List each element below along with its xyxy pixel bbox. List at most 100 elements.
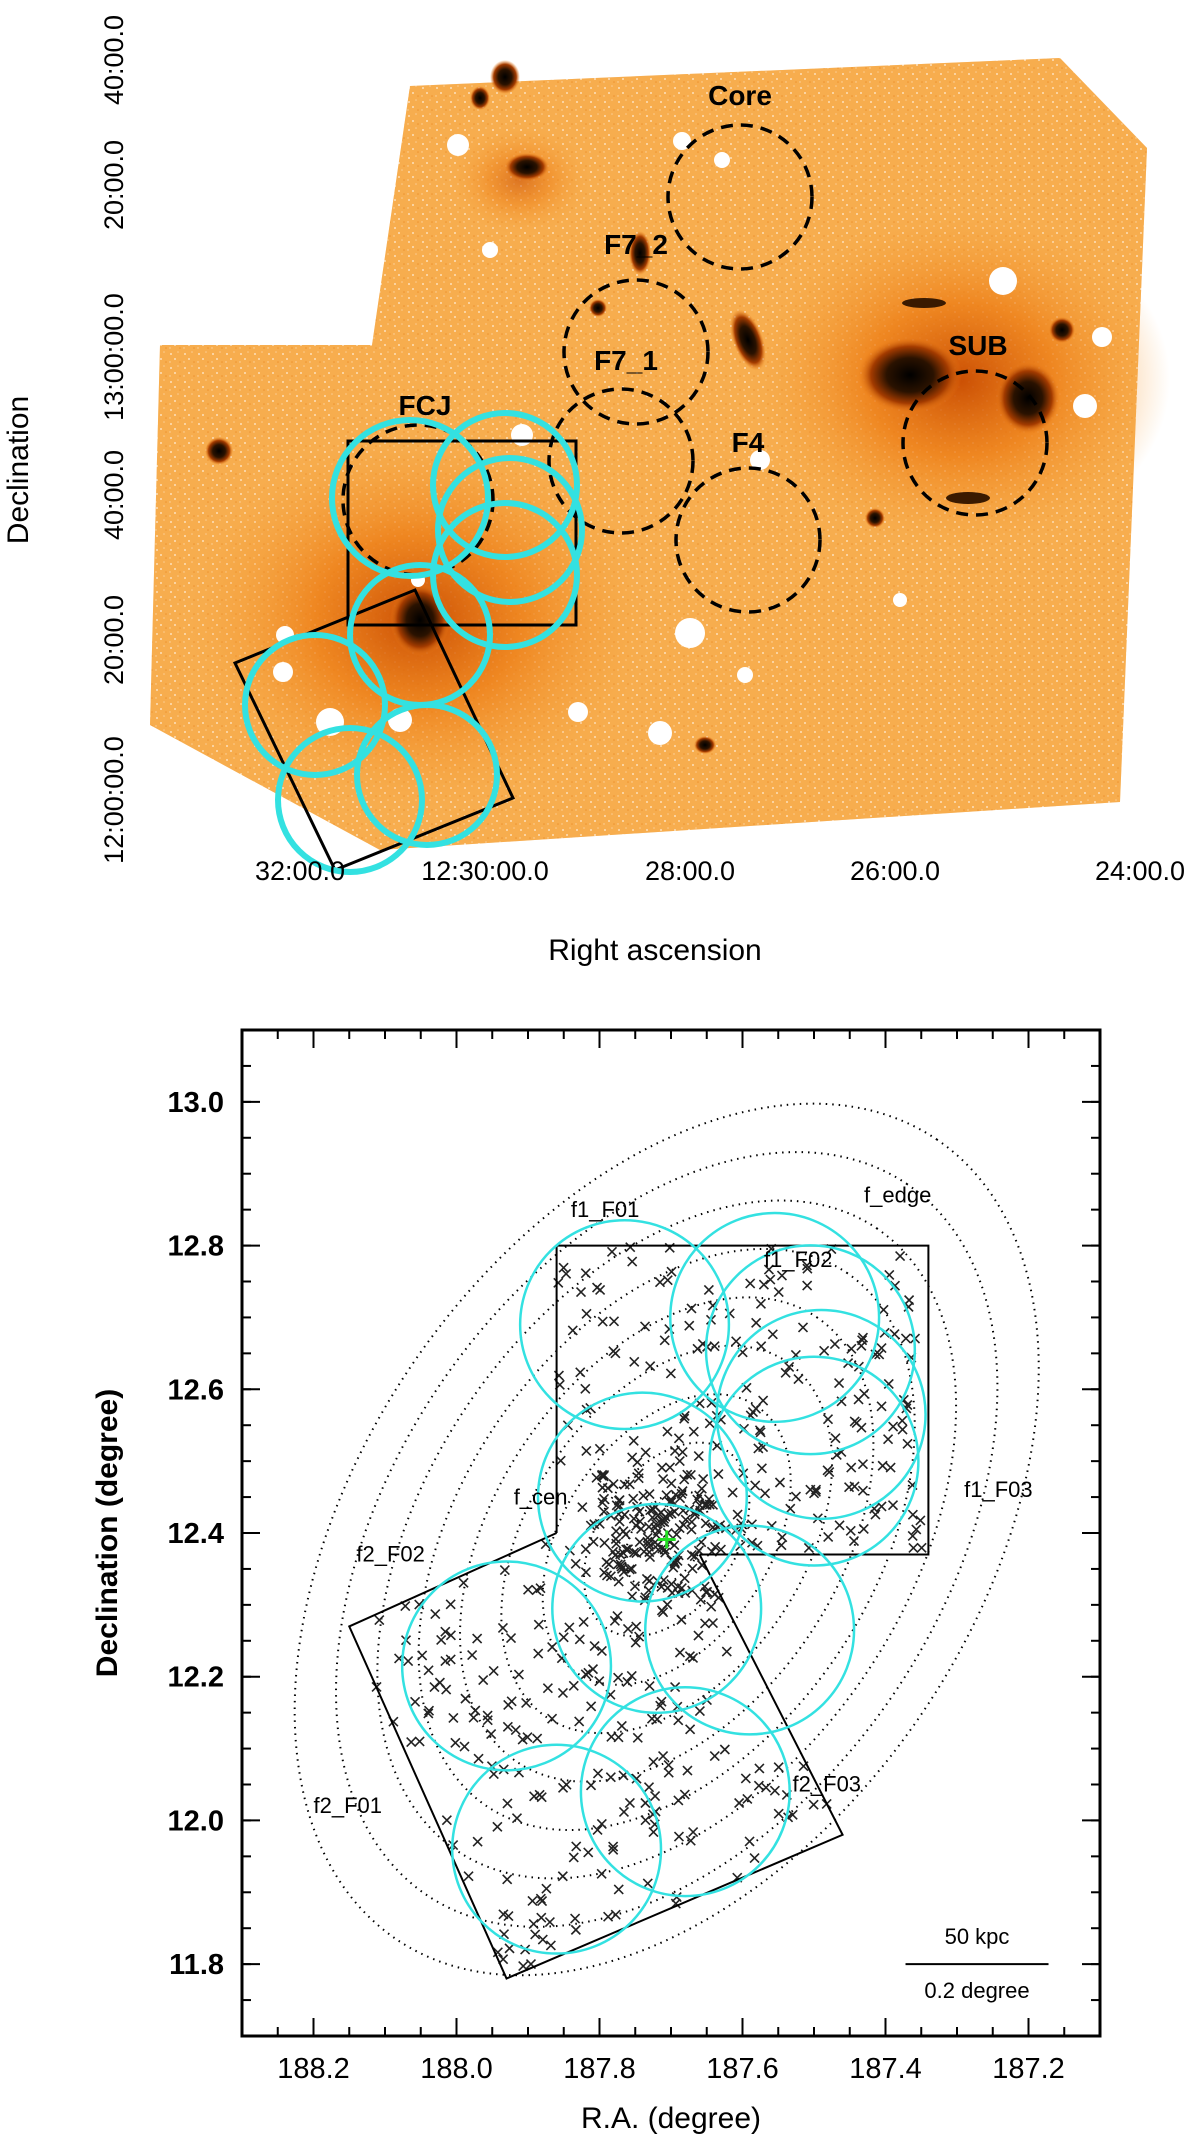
member-point bbox=[531, 1585, 542, 1596]
member-point bbox=[592, 1824, 603, 1835]
member-point bbox=[785, 1503, 796, 1514]
member-point bbox=[673, 1795, 684, 1806]
cyan-field-circle bbox=[400, 1560, 613, 1772]
member-point bbox=[642, 1536, 653, 1547]
field-circle-f7_2 bbox=[562, 278, 710, 426]
member-point bbox=[679, 1413, 690, 1424]
field-label: f_cen bbox=[514, 1484, 568, 1509]
x-tick-label: 188.2 bbox=[277, 2053, 350, 2085]
member-point bbox=[644, 1680, 655, 1692]
member-point bbox=[527, 1895, 538, 1906]
member-point bbox=[754, 1763, 765, 1774]
y-tick-label: 12.2 bbox=[168, 1662, 224, 1694]
member-point bbox=[557, 1687, 569, 1699]
member-point bbox=[608, 1479, 619, 1490]
member-point bbox=[513, 1669, 524, 1680]
member-point bbox=[467, 1650, 478, 1661]
galaxy bbox=[694, 736, 716, 754]
axis-ticks: 188.2 188.0 187.8 187.6 187.4 187.2 11.8 12.0 12… bbox=[168, 1029, 1101, 2085]
member-point bbox=[662, 1426, 673, 1437]
member-point bbox=[801, 1260, 813, 1271]
member-point bbox=[628, 1493, 639, 1504]
member-point bbox=[654, 1277, 666, 1288]
member-point bbox=[659, 1335, 670, 1346]
member-point bbox=[581, 1445, 592, 1457]
member-point bbox=[440, 1626, 451, 1637]
member-point bbox=[616, 1561, 627, 1572]
member-point bbox=[596, 1818, 607, 1830]
member-point bbox=[897, 1424, 908, 1435]
member-point bbox=[915, 1515, 926, 1526]
galaxy bbox=[946, 492, 990, 504]
member-point bbox=[876, 1501, 887, 1512]
member-point bbox=[666, 1266, 677, 1277]
member-point bbox=[911, 1524, 922, 1535]
member-point bbox=[558, 1262, 569, 1273]
member-point bbox=[544, 1917, 555, 1928]
member-point bbox=[678, 1519, 689, 1530]
member-point bbox=[631, 1773, 642, 1784]
member-point bbox=[561, 1268, 572, 1279]
member-point bbox=[696, 1483, 707, 1494]
member-point bbox=[652, 1525, 663, 1536]
member-point bbox=[521, 1697, 532, 1709]
galaxy bbox=[629, 231, 651, 275]
cyan-field-circle bbox=[579, 1686, 791, 1898]
galaxy bbox=[1049, 317, 1075, 343]
member-point bbox=[747, 1407, 759, 1418]
y-tick-label: 40:00.0 bbox=[99, 15, 129, 105]
member-point bbox=[414, 1736, 425, 1747]
member-point bbox=[634, 1536, 645, 1548]
x-tick-label: 187.4 bbox=[849, 2053, 922, 2085]
scale-bar-bottom-label: 0.2 degree bbox=[924, 1978, 1029, 2003]
field-label: f1_F02 bbox=[764, 1247, 833, 1272]
member-point bbox=[571, 1841, 582, 1852]
member-point bbox=[459, 1741, 470, 1752]
member-point bbox=[670, 1489, 681, 1500]
member-point bbox=[423, 1708, 434, 1719]
member-point bbox=[656, 1605, 667, 1616]
member-point bbox=[502, 1874, 513, 1885]
member-point bbox=[694, 1705, 705, 1717]
y-tick-label: 12.8 bbox=[168, 1231, 224, 1263]
member-point bbox=[568, 1680, 579, 1691]
field-label-sub: SUB bbox=[948, 330, 1007, 361]
x-tick-label: 12:30:00.0 bbox=[421, 856, 549, 886]
member-point bbox=[694, 1490, 705, 1501]
member-point bbox=[686, 1549, 697, 1560]
member-point bbox=[846, 1462, 857, 1473]
member-point bbox=[581, 1308, 592, 1319]
member-point bbox=[472, 1633, 483, 1644]
member-point bbox=[698, 1473, 709, 1485]
member-point bbox=[822, 1465, 833, 1476]
field-label-core: Core bbox=[708, 80, 772, 111]
member-point bbox=[673, 1715, 684, 1726]
member-point bbox=[638, 1490, 649, 1501]
galaxy bbox=[902, 298, 946, 308]
field-circle-sub bbox=[901, 369, 1049, 517]
member-point bbox=[904, 1295, 915, 1306]
member-point bbox=[613, 1576, 624, 1587]
member-point bbox=[857, 1485, 869, 1496]
member-point bbox=[673, 1433, 685, 1444]
x-axis-label: Right ascension bbox=[548, 934, 761, 967]
member-point bbox=[625, 1242, 636, 1253]
member-point bbox=[721, 1646, 732, 1657]
x-tick-label: 32:00.0 bbox=[255, 856, 345, 886]
member-point bbox=[780, 1367, 791, 1378]
member-point bbox=[626, 1563, 637, 1574]
member-point bbox=[417, 1650, 428, 1661]
member-point bbox=[564, 1622, 575, 1633]
member-point bbox=[612, 1611, 623, 1622]
member-point bbox=[700, 1518, 711, 1529]
member-point bbox=[606, 1246, 618, 1257]
member-point bbox=[585, 1780, 597, 1791]
member-point bbox=[478, 1675, 489, 1686]
member-point bbox=[731, 1336, 742, 1347]
member-point bbox=[423, 1665, 434, 1676]
isophote-ellipse bbox=[293, 1102, 1040, 1977]
field-circle-f7_1 bbox=[547, 387, 695, 535]
x-tick-label: 188.0 bbox=[420, 2053, 493, 2085]
member-point bbox=[686, 1516, 697, 1528]
member-point bbox=[597, 1316, 608, 1327]
